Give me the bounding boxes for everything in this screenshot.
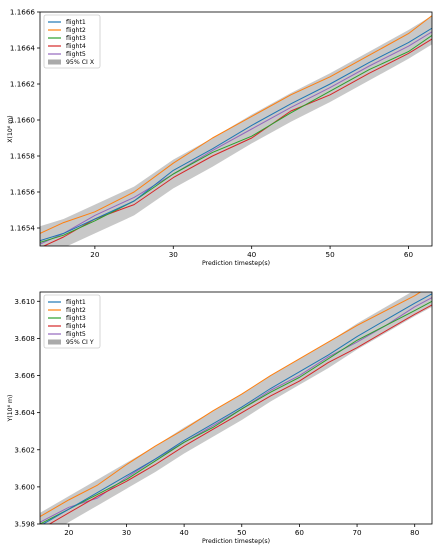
y-tick-label: 3.600: [14, 482, 35, 491]
x-tick-label: 50: [326, 250, 336, 259]
x-axis-label: Prediction timestep(s): [202, 260, 270, 267]
legend-label-flight3: flight3: [66, 35, 86, 42]
legend-swatch-ci: [48, 339, 61, 345]
y-tick-label: 1.1664: [10, 44, 36, 53]
y-axis-label: X(10⁶ m): [7, 115, 14, 142]
y-tick-label: 3.608: [14, 334, 35, 343]
x-tick-label: 60: [295, 528, 305, 537]
x-tick-label: 20: [90, 250, 100, 259]
legend-label-flight2: flight2: [66, 27, 86, 34]
y-tick-label: 1.1662: [10, 80, 35, 89]
legend-label-flight2: flight2: [66, 307, 86, 314]
ci-band: [40, 292, 432, 524]
series-line-flight3: [40, 34, 432, 243]
x-tick-label: 40: [180, 528, 190, 537]
y-tick-label: 3.602: [14, 445, 35, 454]
legend-label-flight4: flight4: [66, 323, 86, 330]
y-tick-label: 1.1656: [10, 188, 36, 197]
x-tick-label: 20: [64, 528, 74, 537]
legend-swatch-ci: [48, 59, 61, 65]
plot-area: [40, 15, 432, 246]
chart-panel-2: 20 30 40 50 60 70 80 3.598 3.600 3.602 3.604 3.606 3…: [7, 291, 433, 545]
chart-panel-1: 20 30 40 50 60 1.1654 1.1656 1.1658 1.1660 1.1662…: [7, 8, 433, 267]
series-line-flight1: [40, 27, 432, 242]
legend-label-ci: 95% CI Y: [66, 339, 94, 346]
legend-box: [43, 14, 101, 69]
axes-frame: [39, 291, 433, 525]
x-tick-label: 30: [122, 528, 132, 537]
x-tick-label: 40: [247, 250, 257, 259]
series-line-flight3: [40, 300, 432, 524]
y-tick-label: 1.1654: [10, 224, 36, 233]
y-tick-label: 3.598: [14, 520, 35, 529]
y-tick-label: 3.604: [14, 408, 35, 417]
series-line-flight1: [42, 293, 432, 524]
y-tick-label: 1.1666: [10, 8, 36, 17]
legend-label-flight1: flight1: [66, 19, 86, 26]
legend-label-flight1: flight1: [66, 299, 86, 306]
x-tick-label: 80: [410, 528, 420, 537]
x-tick-label: 60: [404, 250, 414, 259]
x-axis-label: Prediction timestep(s): [202, 538, 270, 545]
y-tick-label: 1.1658: [10, 152, 36, 161]
legend-label-flight5: flight5: [66, 331, 86, 338]
x-tick-label: 70: [352, 528, 362, 537]
axes-frame: [39, 11, 433, 247]
series-line-flight4: [42, 38, 432, 246]
plot-area: [40, 292, 432, 524]
y-axis-label: Y(10⁶ m): [7, 395, 14, 423]
legend-label-ci: 95% CI X: [66, 59, 95, 66]
legend-label-flight3: flight3: [66, 315, 86, 322]
series-line-flight2: [40, 292, 422, 518]
series-line-flight2: [40, 15, 432, 234]
y-tick-label: 3.606: [14, 371, 35, 380]
legend-label-flight4: flight4: [66, 43, 86, 50]
x-tick-label: 30: [169, 250, 179, 259]
series-line-flight4: [48, 304, 432, 524]
ci-band: [40, 15, 432, 246]
series-line-flight5: [40, 31, 432, 245]
y-tick-label: 1.1660: [10, 116, 36, 125]
legend-label-flight5: flight5: [66, 51, 86, 58]
y-tick-label: 3.610: [14, 297, 35, 306]
x-tick-label: 50: [237, 528, 247, 537]
legend-box: [43, 294, 101, 349]
